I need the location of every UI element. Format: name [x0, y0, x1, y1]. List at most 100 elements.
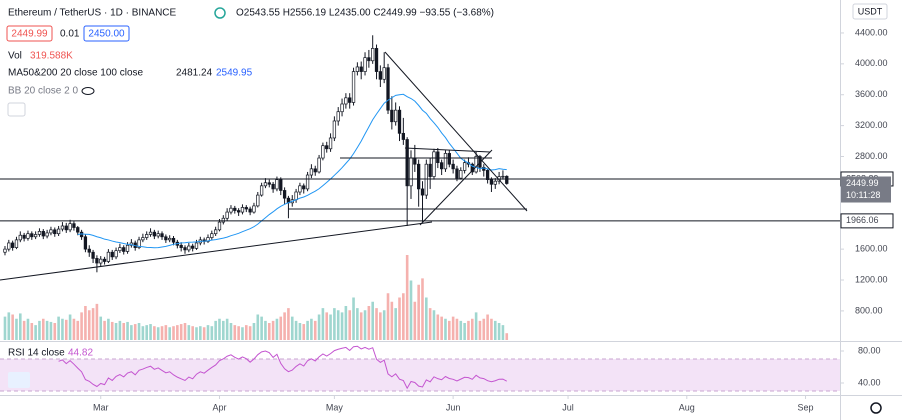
candle-body	[240, 207, 245, 213]
volume-bar	[11, 314, 14, 340]
volume-bar	[386, 293, 390, 340]
candle-body	[7, 242, 11, 250]
candle-body	[359, 66, 363, 72]
y-tick-label: 2800.00	[855, 151, 888, 161]
candle-body	[14, 239, 19, 248]
volume-bar	[137, 323, 141, 340]
sell-box[interactable]	[6, 25, 53, 42]
buy-price[interactable]: 2450.00	[88, 29, 125, 40]
candle-body	[68, 223, 72, 231]
x-tick-label: Mar	[93, 402, 109, 412]
volume-bar	[436, 314, 440, 340]
volume-bar	[287, 308, 290, 340]
volume-bar	[164, 325, 168, 340]
volume-bar	[68, 314, 72, 340]
candle-body	[309, 168, 314, 176]
rsi-icon[interactable]	[8, 372, 30, 388]
volume-bar	[310, 318, 313, 340]
candle-body	[302, 185, 306, 190]
hide-icon[interactable]	[81, 87, 95, 95]
candle-body	[30, 233, 34, 238]
volume-bar	[237, 326, 240, 340]
drawings	[0, 51, 528, 281]
candle-body	[397, 109, 402, 134]
candle-body	[367, 57, 371, 62]
volume-bar	[371, 301, 374, 340]
y-tick-label: 4400.00	[855, 27, 888, 37]
volume-bar	[49, 321, 53, 340]
currency-box[interactable]	[852, 3, 888, 20]
candle-body	[493, 180, 497, 185]
candle-body	[210, 233, 214, 238]
candle-body	[106, 251, 111, 262]
volume-bar	[210, 326, 214, 340]
volume-bar	[275, 318, 279, 340]
candle-body	[439, 162, 444, 170]
volume-bar	[444, 318, 447, 340]
volume-bar	[214, 320, 217, 340]
volume-bar	[451, 316, 455, 340]
buy-box[interactable]	[83, 25, 130, 42]
candle-body	[99, 258, 103, 264]
candle-body	[145, 234, 149, 238]
candle-body	[37, 231, 42, 235]
volume-bar	[241, 327, 244, 340]
rsi-label: RSI 14 close	[8, 348, 65, 359]
candle-body	[371, 48, 375, 62]
volume-bar	[379, 312, 382, 340]
volume-bar	[130, 325, 133, 340]
candle-body	[206, 237, 210, 242]
volume-bar	[244, 325, 248, 340]
rsi-band	[0, 359, 840, 391]
candle-body	[233, 207, 237, 211]
candle-body	[279, 179, 283, 191]
candle-body	[64, 225, 68, 231]
volume-bar	[375, 308, 378, 340]
volume-bar	[298, 323, 302, 340]
volume-bar	[398, 297, 401, 340]
ohlc: O2543.55 H2556.19 L2435.00 C2449.99 −93.…	[236, 8, 494, 19]
candle-body	[462, 162, 467, 171]
volume-label: Vol	[8, 51, 22, 62]
volume-bar	[279, 316, 283, 340]
candle-body	[26, 233, 30, 239]
candle-body	[378, 71, 383, 80]
candle-body	[451, 163, 455, 170]
settings-button[interactable]	[870, 402, 882, 414]
ma-value: 2549.95	[216, 68, 253, 79]
volume-bar	[61, 318, 64, 340]
candle-body	[56, 228, 61, 235]
volume-bar	[218, 318, 221, 340]
currency: USDT	[858, 6, 883, 16]
candle-body	[382, 67, 386, 80]
market-status[interactable]	[214, 7, 226, 19]
candle-body	[221, 217, 225, 223]
moving-average	[77, 93, 507, 249]
volume-bar	[168, 327, 171, 340]
sell-price[interactable]: 2449.99	[11, 29, 48, 40]
candle-body	[179, 244, 183, 248]
candle-body	[72, 223, 76, 228]
candle-body	[474, 156, 478, 173]
rsi-tick-label: 40.00	[858, 377, 881, 387]
collapse-button[interactable]	[7, 102, 26, 117]
candle-body	[401, 132, 405, 140]
volume-bar	[225, 318, 229, 340]
volume-bar	[222, 320, 225, 340]
candle-body	[355, 66, 360, 72]
y-tick-label: 1600.00	[855, 244, 888, 254]
candle-body	[102, 258, 107, 262]
volume-bar	[348, 310, 352, 340]
volume-bar	[467, 320, 470, 340]
rsi-tick-label: 80.00	[858, 345, 881, 355]
volume-bar	[493, 320, 497, 340]
volume-bar	[359, 312, 363, 340]
x-tick-label: Jul	[562, 402, 574, 412]
volume-bar	[482, 318, 486, 340]
candle-body	[33, 234, 38, 238]
candle-body	[428, 163, 432, 177]
candle-body	[168, 237, 172, 241]
volume-bar	[133, 324, 137, 340]
volume-bar	[233, 325, 237, 340]
